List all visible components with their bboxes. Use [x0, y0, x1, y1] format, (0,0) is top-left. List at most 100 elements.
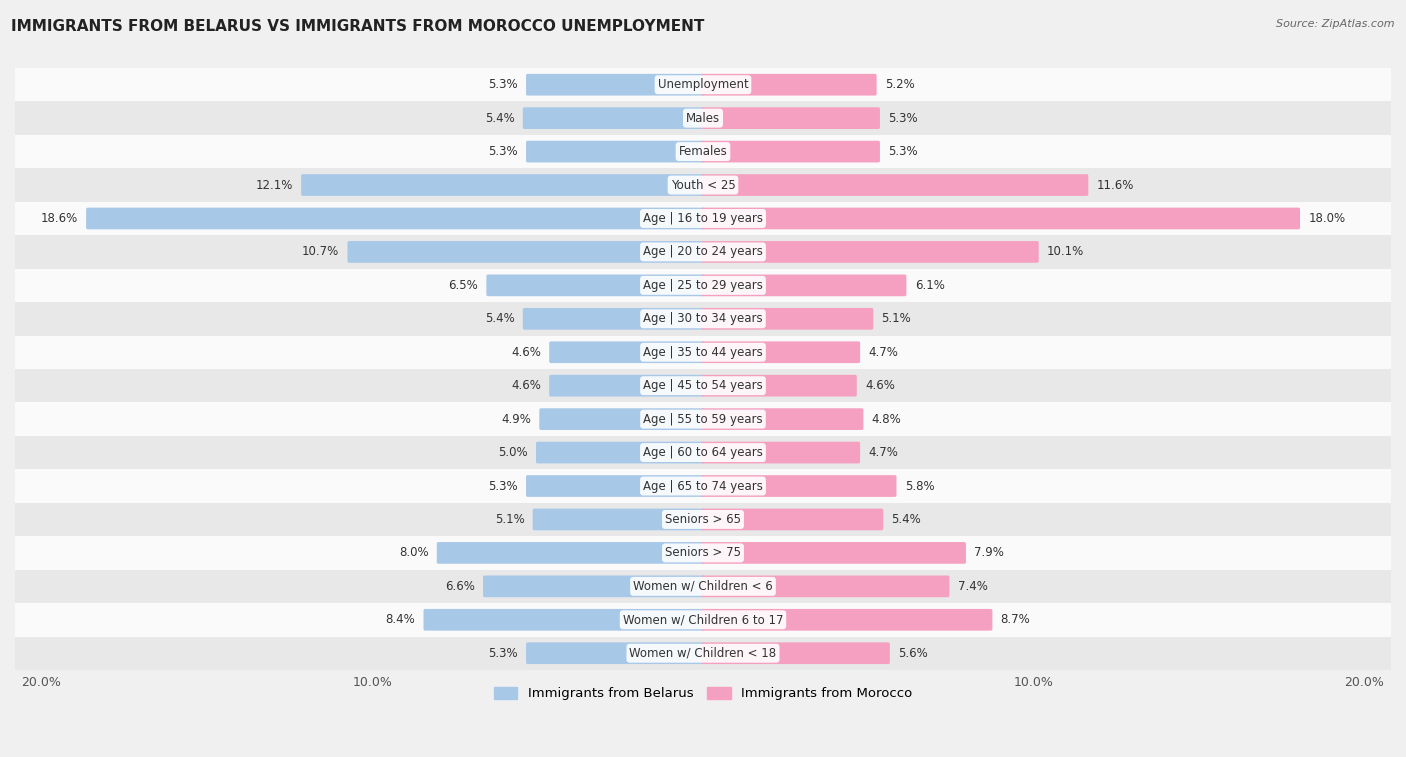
Text: 5.3%: 5.3% — [488, 479, 517, 493]
FancyBboxPatch shape — [702, 341, 860, 363]
Text: 5.2%: 5.2% — [884, 78, 915, 91]
Text: Age | 45 to 54 years: Age | 45 to 54 years — [643, 379, 763, 392]
Legend: Immigrants from Belarus, Immigrants from Morocco: Immigrants from Belarus, Immigrants from… — [488, 681, 918, 706]
Bar — [8, 101, 1398, 135]
FancyBboxPatch shape — [702, 509, 883, 531]
Text: Age | 25 to 29 years: Age | 25 to 29 years — [643, 279, 763, 292]
Bar — [8, 68, 1398, 101]
Text: Age | 35 to 44 years: Age | 35 to 44 years — [643, 346, 763, 359]
FancyBboxPatch shape — [702, 74, 876, 95]
Text: Women w/ Children < 18: Women w/ Children < 18 — [630, 646, 776, 659]
Text: 4.7%: 4.7% — [869, 346, 898, 359]
FancyBboxPatch shape — [484, 575, 704, 597]
Text: 6.6%: 6.6% — [444, 580, 475, 593]
FancyBboxPatch shape — [540, 408, 704, 430]
Text: 5.8%: 5.8% — [905, 479, 935, 493]
FancyBboxPatch shape — [550, 375, 704, 397]
FancyBboxPatch shape — [536, 442, 704, 463]
Text: 12.1%: 12.1% — [256, 179, 292, 192]
Bar — [8, 503, 1398, 536]
Text: 10.1%: 10.1% — [1047, 245, 1084, 258]
Text: 5.6%: 5.6% — [898, 646, 928, 659]
FancyBboxPatch shape — [550, 341, 704, 363]
FancyBboxPatch shape — [526, 74, 704, 95]
FancyBboxPatch shape — [523, 107, 704, 129]
Bar — [8, 436, 1398, 469]
Bar — [8, 202, 1398, 235]
Text: 5.3%: 5.3% — [488, 78, 517, 91]
FancyBboxPatch shape — [702, 275, 907, 296]
FancyBboxPatch shape — [702, 442, 860, 463]
Text: Males: Males — [686, 111, 720, 125]
FancyBboxPatch shape — [702, 575, 949, 597]
FancyBboxPatch shape — [702, 207, 1301, 229]
Text: Age | 55 to 59 years: Age | 55 to 59 years — [643, 413, 763, 425]
FancyBboxPatch shape — [526, 643, 704, 664]
Text: 18.6%: 18.6% — [41, 212, 77, 225]
Text: Age | 65 to 74 years: Age | 65 to 74 years — [643, 479, 763, 493]
Text: 4.9%: 4.9% — [501, 413, 531, 425]
Text: 6.1%: 6.1% — [915, 279, 945, 292]
Text: 8.0%: 8.0% — [399, 547, 429, 559]
Text: 5.3%: 5.3% — [488, 646, 517, 659]
FancyBboxPatch shape — [437, 542, 704, 564]
FancyBboxPatch shape — [702, 141, 880, 163]
FancyBboxPatch shape — [702, 643, 890, 664]
Text: Age | 20 to 24 years: Age | 20 to 24 years — [643, 245, 763, 258]
FancyBboxPatch shape — [86, 207, 704, 229]
FancyBboxPatch shape — [526, 475, 704, 497]
Text: Seniors > 65: Seniors > 65 — [665, 513, 741, 526]
Text: 5.4%: 5.4% — [485, 111, 515, 125]
Text: Females: Females — [679, 145, 727, 158]
FancyBboxPatch shape — [702, 107, 880, 129]
Text: 8.7%: 8.7% — [1001, 613, 1031, 626]
Bar — [8, 168, 1398, 202]
Text: 5.4%: 5.4% — [485, 313, 515, 326]
FancyBboxPatch shape — [702, 475, 897, 497]
Text: 5.1%: 5.1% — [882, 313, 911, 326]
Text: 8.4%: 8.4% — [385, 613, 415, 626]
FancyBboxPatch shape — [423, 609, 704, 631]
Text: 5.3%: 5.3% — [889, 111, 918, 125]
Text: 18.0%: 18.0% — [1309, 212, 1346, 225]
Bar — [8, 403, 1398, 436]
Text: 5.3%: 5.3% — [889, 145, 918, 158]
Text: 6.5%: 6.5% — [449, 279, 478, 292]
Text: Women w/ Children < 6: Women w/ Children < 6 — [633, 580, 773, 593]
Bar — [8, 536, 1398, 569]
Text: 11.6%: 11.6% — [1097, 179, 1135, 192]
Text: 4.8%: 4.8% — [872, 413, 901, 425]
FancyBboxPatch shape — [526, 141, 704, 163]
Bar — [8, 269, 1398, 302]
Text: Age | 16 to 19 years: Age | 16 to 19 years — [643, 212, 763, 225]
FancyBboxPatch shape — [702, 542, 966, 564]
Text: 4.7%: 4.7% — [869, 446, 898, 459]
Bar — [8, 569, 1398, 603]
Bar — [8, 302, 1398, 335]
Text: 4.6%: 4.6% — [510, 379, 541, 392]
Bar — [8, 637, 1398, 670]
Bar — [8, 235, 1398, 269]
Text: 5.0%: 5.0% — [498, 446, 527, 459]
Text: IMMIGRANTS FROM BELARUS VS IMMIGRANTS FROM MOROCCO UNEMPLOYMENT: IMMIGRANTS FROM BELARUS VS IMMIGRANTS FR… — [11, 19, 704, 34]
FancyBboxPatch shape — [702, 408, 863, 430]
FancyBboxPatch shape — [702, 241, 1039, 263]
Text: 7.4%: 7.4% — [957, 580, 987, 593]
Text: 4.6%: 4.6% — [865, 379, 896, 392]
Text: 5.1%: 5.1% — [495, 513, 524, 526]
FancyBboxPatch shape — [486, 275, 704, 296]
Text: Youth < 25: Youth < 25 — [671, 179, 735, 192]
FancyBboxPatch shape — [533, 509, 704, 531]
FancyBboxPatch shape — [702, 375, 856, 397]
Text: Source: ZipAtlas.com: Source: ZipAtlas.com — [1277, 19, 1395, 29]
FancyBboxPatch shape — [347, 241, 704, 263]
Text: 4.6%: 4.6% — [510, 346, 541, 359]
FancyBboxPatch shape — [301, 174, 704, 196]
Text: Age | 60 to 64 years: Age | 60 to 64 years — [643, 446, 763, 459]
FancyBboxPatch shape — [702, 609, 993, 631]
Bar — [8, 335, 1398, 369]
FancyBboxPatch shape — [702, 308, 873, 329]
FancyBboxPatch shape — [523, 308, 704, 329]
Bar — [8, 603, 1398, 637]
Bar — [8, 135, 1398, 168]
